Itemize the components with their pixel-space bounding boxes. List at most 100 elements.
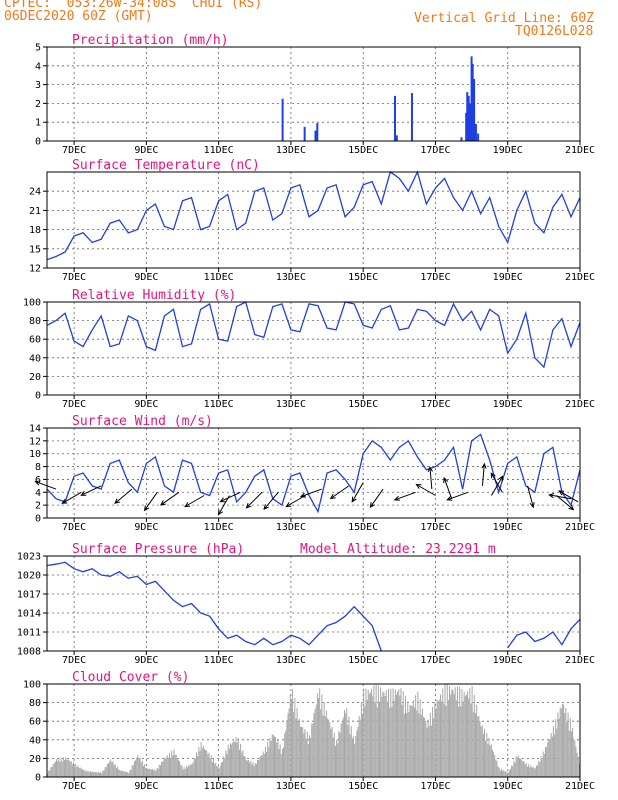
cloud-bar (50, 767, 52, 777)
cloud-bar (570, 731, 572, 777)
cloud-bar (454, 687, 456, 777)
cloud-bar (400, 688, 402, 777)
cloud-bar (229, 743, 231, 777)
cloud-bar (245, 759, 247, 777)
cloud-bar (188, 765, 190, 777)
cloud-bar (158, 764, 160, 777)
y-tick-label: 20 (29, 754, 41, 765)
cloud-bar (91, 772, 93, 777)
x-tick-label: 15DEC (348, 522, 378, 533)
cloud-bar (528, 764, 530, 777)
cloud-bar (148, 768, 150, 777)
cloud-bar (487, 744, 489, 777)
cloud-bar (516, 757, 518, 777)
cloud-bar (373, 685, 375, 777)
cloud-bar (193, 758, 195, 777)
cloud-bar (430, 725, 432, 777)
cloud-bar (200, 742, 202, 777)
cloud-bar (532, 766, 534, 777)
cloud-bar (414, 707, 416, 777)
cloud-bar (255, 763, 257, 777)
x-tick-label: 9DEC (134, 399, 158, 410)
y-tick-label: 1020 (17, 571, 41, 582)
cloud-bar (444, 684, 446, 777)
cloud-bar (302, 727, 304, 777)
cloud-bar (146, 767, 148, 777)
wind-arrow-head (217, 509, 223, 516)
cloud-bar (541, 759, 543, 777)
cloud-bar (568, 730, 570, 777)
cloud-bar (150, 769, 152, 777)
wind-arrow-shaft (394, 491, 416, 501)
cloud-bar (505, 771, 507, 777)
cloud-bar (318, 698, 320, 777)
cloud-bar (57, 761, 59, 777)
cloud-bar (279, 744, 281, 777)
cloud-bar (59, 761, 61, 777)
y-tick-label: 1011 (17, 628, 41, 639)
cloud-bar (548, 740, 550, 777)
x-tick-label: 19DEC (493, 655, 523, 666)
cloud-bar (272, 734, 274, 777)
cloud-bar (498, 767, 500, 777)
wind-arrow-head (143, 505, 150, 512)
cloud-bar (155, 771, 157, 777)
cloud-bar (425, 720, 427, 777)
wind-arrow-head (34, 480, 41, 486)
y-tick-label: 2 (35, 99, 41, 110)
cloud-bar (340, 723, 342, 777)
cloud-bar (424, 717, 426, 777)
cloud-bar (224, 758, 226, 777)
cloud-bar (66, 759, 68, 777)
cloud-bar (497, 766, 499, 777)
cloud-bar (154, 769, 156, 777)
wind-arrow-head (263, 504, 269, 510)
precip-bar (460, 137, 463, 141)
cloud-bar (459, 686, 461, 777)
cloud-bar (360, 701, 362, 777)
cloud-bar (196, 752, 198, 777)
x-tick-label: 9DEC (134, 522, 158, 533)
cloud-bar (462, 701, 464, 777)
wind-arrow-head (159, 500, 166, 506)
cloud-bar (323, 701, 325, 777)
wind-arrow-shaft (220, 491, 241, 503)
cloud-bar (567, 712, 569, 777)
cloud-bar (216, 765, 218, 777)
cloud-bar (520, 758, 522, 777)
cloud-bar (98, 772, 100, 777)
cloud-bar (176, 757, 178, 777)
cloud-bar (217, 766, 219, 777)
cloud-bar (173, 749, 175, 777)
y-tick-label: 21 (29, 206, 41, 217)
cloud-bar (77, 765, 79, 777)
wind-arrow-head (369, 502, 376, 509)
panel-frame (46, 46, 581, 142)
cloud-bar (514, 762, 516, 777)
y-tick-label: 5 (35, 43, 41, 54)
cloud-bar (153, 770, 155, 777)
cloud-bar (231, 744, 233, 777)
cloud-bar (437, 701, 439, 777)
cloud-bar (428, 726, 430, 777)
cloud-bar (341, 721, 343, 777)
cloud-bar (331, 727, 333, 777)
cloud-bar (432, 706, 434, 777)
wind-arrow-shaft (490, 472, 503, 493)
cloud-bar (122, 771, 124, 777)
cloud-bar (403, 713, 405, 777)
panel-title: Cloud Cover (%) (72, 670, 189, 685)
cloud-bar (218, 768, 220, 777)
cloud-bar (472, 711, 474, 777)
cloud-bar (375, 684, 377, 777)
x-tick-label: 21DEC (565, 781, 595, 792)
cloud-bar (415, 695, 417, 777)
cloud-bar (320, 709, 322, 777)
cloud-bar (346, 708, 348, 777)
wind-arrow-head (61, 498, 68, 504)
panel-3: 0 20 40 60 80 100 7DEC 9DEC 11DEC 13DEC 15DEC 17DEC… (23, 288, 595, 410)
x-tick-label: 11DEC (204, 399, 234, 410)
precip-bar (410, 93, 413, 141)
cloud-bar (558, 718, 560, 777)
wind-arrow-shaft (491, 476, 503, 496)
